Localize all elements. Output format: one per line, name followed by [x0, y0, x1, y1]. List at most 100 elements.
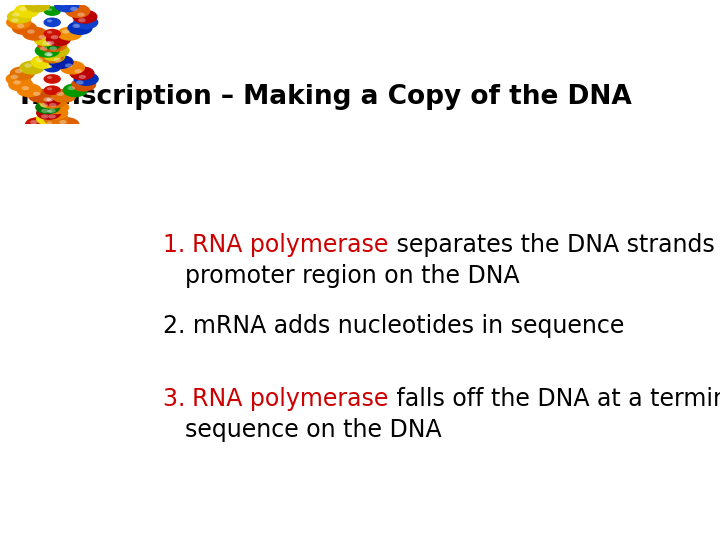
Circle shape: [43, 85, 61, 95]
Circle shape: [74, 69, 82, 73]
Circle shape: [73, 15, 99, 29]
Circle shape: [36, 112, 61, 126]
Circle shape: [12, 12, 19, 17]
Circle shape: [73, 72, 99, 86]
Circle shape: [10, 66, 35, 80]
Circle shape: [43, 74, 61, 84]
Circle shape: [33, 92, 40, 96]
Circle shape: [13, 80, 21, 85]
Circle shape: [40, 103, 48, 107]
Circle shape: [42, 38, 67, 52]
Circle shape: [41, 109, 49, 113]
Circle shape: [47, 122, 53, 124]
Circle shape: [43, 29, 61, 38]
Circle shape: [78, 75, 86, 79]
Circle shape: [76, 80, 84, 85]
Circle shape: [17, 83, 42, 97]
Circle shape: [42, 41, 50, 45]
Circle shape: [43, 63, 61, 72]
Circle shape: [41, 94, 66, 109]
Circle shape: [30, 120, 37, 124]
Circle shape: [48, 114, 56, 119]
Circle shape: [71, 78, 96, 92]
Circle shape: [27, 30, 35, 33]
Text: 3.: 3.: [163, 387, 192, 411]
Circle shape: [63, 83, 88, 97]
Circle shape: [43, 108, 61, 118]
Circle shape: [11, 75, 18, 79]
Circle shape: [56, 92, 64, 96]
Text: RNA polymerase: RNA polymerase: [192, 233, 389, 257]
Circle shape: [43, 6, 61, 16]
Circle shape: [31, 55, 56, 69]
Circle shape: [43, 97, 61, 106]
Circle shape: [47, 99, 53, 102]
Circle shape: [15, 69, 22, 73]
Circle shape: [47, 41, 55, 45]
Circle shape: [12, 21, 37, 35]
Text: 2. mRNA adds nucleotides in sequence: 2. mRNA adds nucleotides in sequence: [163, 314, 624, 338]
Circle shape: [47, 19, 53, 22]
Circle shape: [47, 42, 53, 45]
Circle shape: [37, 38, 63, 52]
Text: 1.: 1.: [163, 233, 192, 257]
Circle shape: [72, 10, 97, 24]
Circle shape: [47, 8, 53, 11]
Circle shape: [49, 103, 57, 107]
Circle shape: [28, 89, 53, 103]
Circle shape: [8, 78, 33, 92]
Circle shape: [43, 97, 51, 102]
Circle shape: [43, 40, 61, 50]
Circle shape: [65, 4, 91, 18]
Circle shape: [54, 117, 79, 131]
Circle shape: [78, 18, 86, 22]
Circle shape: [33, 32, 59, 46]
Circle shape: [11, 18, 19, 22]
Circle shape: [22, 86, 30, 90]
Circle shape: [38, 35, 46, 39]
Circle shape: [40, 46, 48, 51]
Circle shape: [45, 52, 53, 56]
Circle shape: [19, 60, 45, 75]
Circle shape: [50, 46, 57, 51]
Circle shape: [47, 76, 53, 79]
Circle shape: [57, 26, 82, 40]
Circle shape: [36, 106, 61, 120]
Circle shape: [35, 44, 60, 58]
Circle shape: [30, 1, 37, 5]
Circle shape: [22, 26, 48, 40]
Circle shape: [47, 110, 53, 113]
Circle shape: [59, 1, 67, 5]
Circle shape: [38, 94, 63, 109]
Circle shape: [54, 0, 79, 12]
Circle shape: [43, 51, 61, 61]
Circle shape: [47, 87, 53, 90]
Circle shape: [46, 97, 53, 102]
Circle shape: [51, 89, 76, 103]
Circle shape: [40, 49, 66, 63]
Circle shape: [25, 117, 50, 131]
Circle shape: [44, 52, 52, 56]
Text: falls off the DNA at a terminator: falls off the DNA at a terminator: [389, 387, 720, 411]
Circle shape: [19, 7, 27, 11]
Circle shape: [60, 60, 85, 75]
Circle shape: [45, 32, 71, 46]
Circle shape: [70, 7, 78, 11]
Circle shape: [68, 86, 75, 90]
Circle shape: [43, 106, 68, 120]
Circle shape: [39, 49, 64, 63]
Circle shape: [53, 58, 61, 62]
Circle shape: [14, 4, 40, 18]
Circle shape: [6, 72, 31, 86]
Text: RNA polymerase: RNA polymerase: [192, 387, 389, 411]
Circle shape: [7, 10, 32, 24]
Circle shape: [25, 0, 50, 12]
Text: Transcription – Making a Copy of the DNA: Transcription – Making a Copy of the DNA: [16, 84, 631, 110]
Circle shape: [59, 120, 67, 124]
Circle shape: [65, 63, 73, 68]
Circle shape: [43, 119, 61, 129]
Text: separates the DNA strands at a: separates the DNA strands at a: [389, 233, 720, 257]
Circle shape: [36, 58, 43, 62]
Circle shape: [45, 44, 70, 58]
Circle shape: [47, 53, 53, 56]
